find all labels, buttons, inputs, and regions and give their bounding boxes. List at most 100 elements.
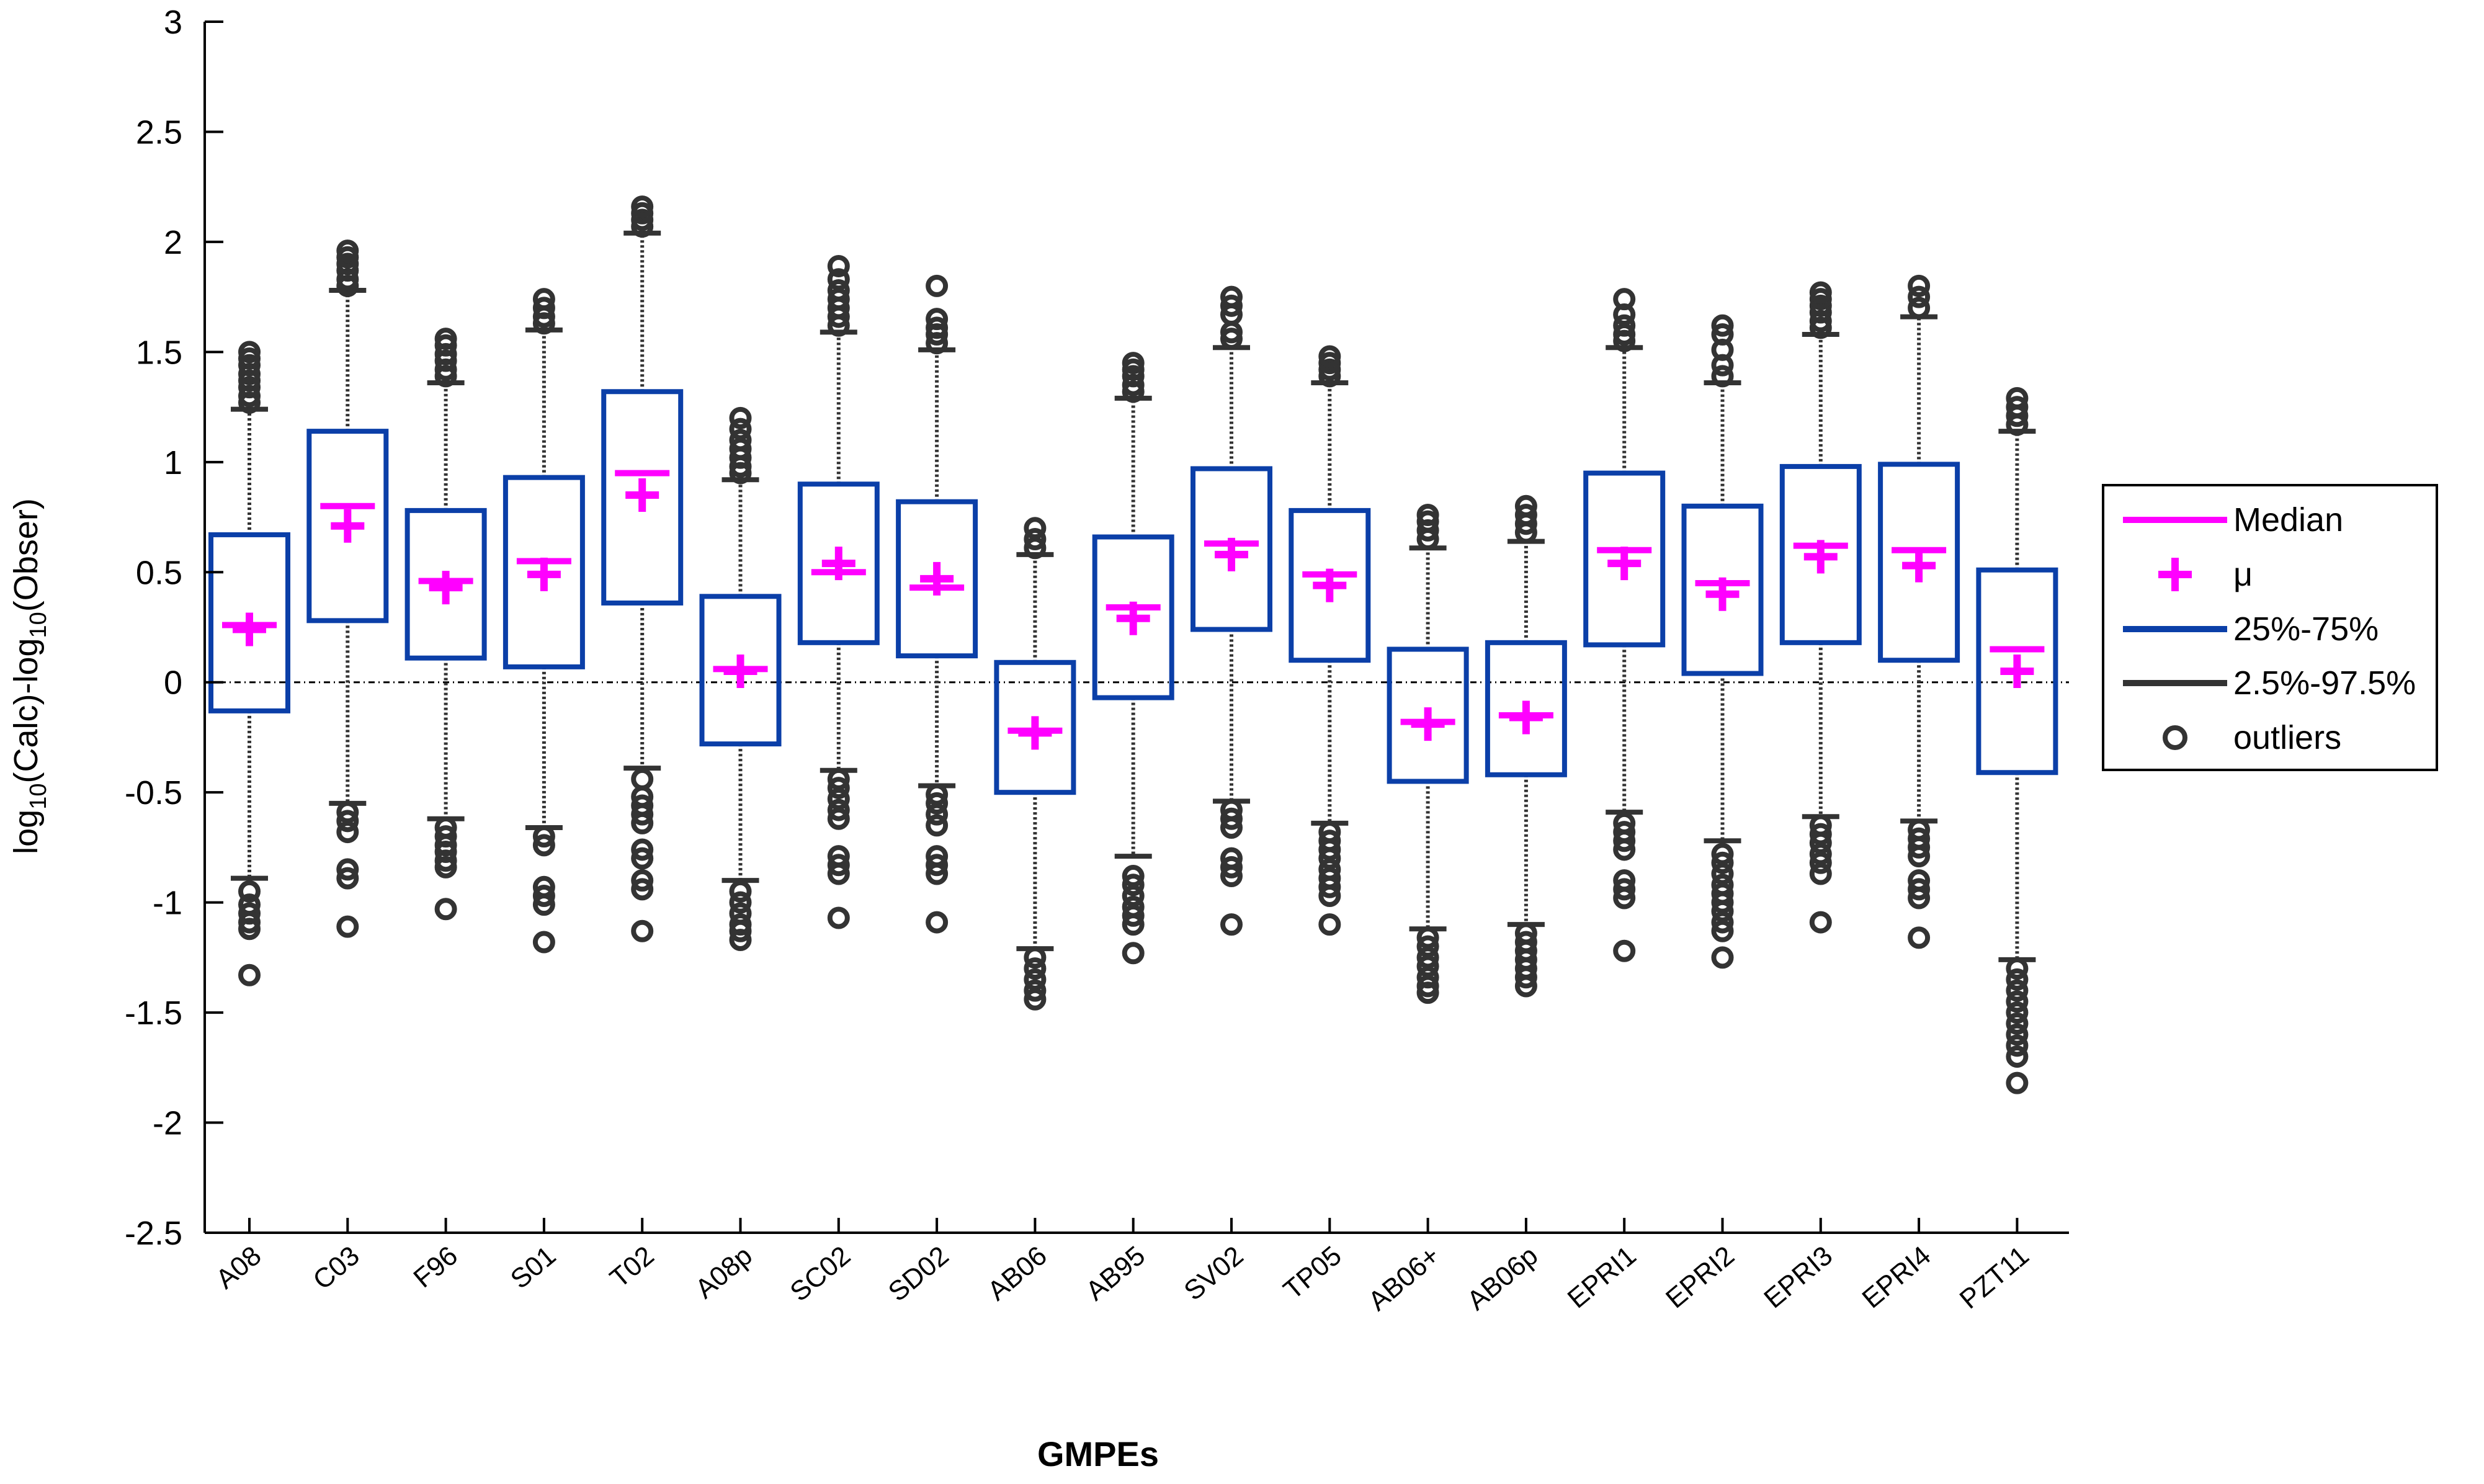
outlier-point <box>1809 862 1832 885</box>
mean-marker <box>1116 601 1150 635</box>
mean-marker <box>1411 707 1445 741</box>
y-tick-label: -1.5 <box>125 995 182 1032</box>
outlier-point <box>1908 926 1931 949</box>
x-tick-label: AB06p <box>1462 1240 1544 1316</box>
box-group-epri3 <box>1779 281 1862 934</box>
iqr-box <box>797 481 880 645</box>
outlier-point <box>827 906 850 929</box>
outlier-point <box>1024 988 1047 1011</box>
outlier-point <box>1613 314 1636 337</box>
iqr-box <box>1387 646 1469 784</box>
outlier-point <box>1416 981 1439 1004</box>
mean-marker <box>331 509 365 543</box>
y-axis-label: log10(Calc)-log10(Obser) <box>7 498 51 854</box>
outlier-point <box>1220 816 1243 839</box>
outlier-point <box>238 880 261 903</box>
x-tick-label: AB06+ <box>1362 1240 1445 1316</box>
mean-marker <box>1607 547 1642 581</box>
box-group-ab06 <box>994 517 1076 1011</box>
outlier-point <box>926 308 949 331</box>
outlier-point <box>1908 845 1931 868</box>
outlier-point <box>1024 517 1047 540</box>
mean-marker <box>920 561 954 596</box>
legend-outlier-label: outliers <box>2233 719 2341 756</box>
mean-marker <box>233 612 266 646</box>
iqr-box <box>1878 462 1960 663</box>
outlier-point <box>827 854 850 877</box>
outlier-point <box>532 288 555 311</box>
iqr-box <box>1681 503 1764 676</box>
x-tick-label: EPRI1 <box>1562 1240 1642 1314</box>
box-group-sd02 <box>896 274 978 934</box>
outlier-point <box>434 898 457 921</box>
outlier-point <box>827 798 850 821</box>
outlier-point <box>2006 1023 2029 1046</box>
outlier-point <box>1613 829 1636 852</box>
outlier-point <box>1220 807 1243 830</box>
iqr-box <box>1092 534 1174 700</box>
outlier-point <box>1318 913 1341 936</box>
outlier-point <box>827 807 850 830</box>
outlier-point <box>2006 1034 2029 1057</box>
outlier-point <box>532 884 555 907</box>
outlier-point <box>631 847 654 870</box>
outlier-point <box>1711 946 1734 969</box>
outlier-point <box>1220 294 1243 317</box>
iqr-box <box>1583 470 1666 648</box>
box-group-a08p <box>699 406 782 951</box>
outlier-point <box>631 811 654 834</box>
mean-marker <box>429 571 463 605</box>
outlier-point <box>926 274 949 297</box>
y-axis-label-part: log <box>7 810 45 854</box>
outlier-point <box>1024 957 1047 980</box>
x-tick-label: T02 <box>604 1240 660 1294</box>
outlier-point <box>1809 911 1832 934</box>
mean-marker <box>1215 537 1248 571</box>
legend: Median μ 25%-75% 2.5%-97.5% outliers <box>2102 484 2438 771</box>
outlier-point <box>1220 856 1243 878</box>
outlier-point <box>631 803 654 826</box>
outlier-point <box>631 869 654 892</box>
outlier-point <box>1908 878 1931 901</box>
iqr-box <box>994 659 1076 795</box>
outlier-point <box>2006 968 2029 991</box>
outlier-point <box>2006 979 2029 1002</box>
outlier-point <box>434 856 457 878</box>
mean-marker <box>1313 568 1347 602</box>
outlier-point <box>1514 966 1537 989</box>
box-group-s01 <box>503 288 585 954</box>
mean-marker <box>1509 700 1543 735</box>
outlier-point <box>926 814 949 837</box>
outlier-point <box>1122 913 1145 936</box>
y-tick-label: 0 <box>164 664 182 702</box>
iqr-box <box>1976 567 2058 776</box>
boxes-layer <box>208 195 2058 1094</box>
outlier-point <box>926 911 949 934</box>
box-group-c03 <box>306 239 389 938</box>
mean-marker <box>2000 654 2034 688</box>
outlier-point <box>1318 875 1341 898</box>
outlier-point <box>238 341 261 364</box>
outlier-point <box>1711 323 1734 346</box>
outlier-point <box>827 268 850 291</box>
outlier-point <box>1908 836 1931 859</box>
outlier-point <box>1711 314 1734 337</box>
outlier-point <box>2006 1012 2029 1035</box>
legend-mean-swatch <box>2158 558 2192 591</box>
outlier-point <box>631 767 654 790</box>
outlier-point <box>926 854 949 877</box>
outlier-point <box>336 821 359 844</box>
mean-marker <box>1018 716 1052 750</box>
box-group-epri4 <box>1878 274 1960 949</box>
y-tick-label: -2 <box>153 1105 182 1142</box>
y-axis-label-subscript: 10 <box>25 612 51 638</box>
outlier-point <box>1809 851 1832 874</box>
outlier-point <box>434 328 457 351</box>
iqr-box <box>1779 463 1862 645</box>
outlier-point <box>827 254 850 277</box>
outlier-point <box>729 418 752 440</box>
x-tick-label: PZT11 <box>1954 1240 2035 1315</box>
outlier-point <box>532 297 555 320</box>
outlier-point <box>1908 285 1931 308</box>
